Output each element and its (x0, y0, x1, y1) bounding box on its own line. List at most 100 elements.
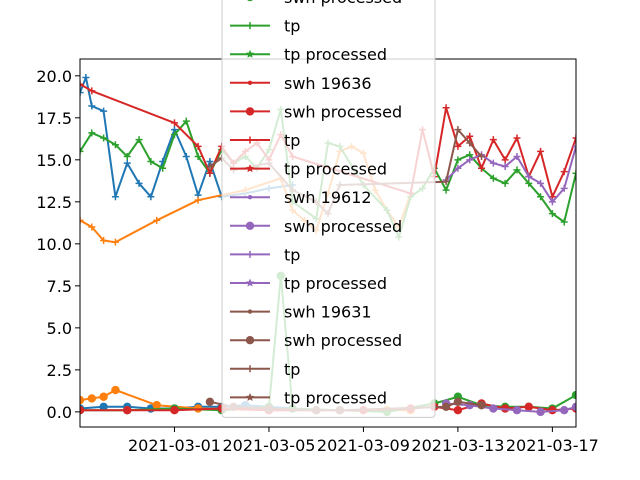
y-tick-label: 0.0 (47, 403, 72, 422)
legend-marker (247, 195, 253, 200)
data-point (80, 216, 84, 224)
data-point (170, 119, 178, 127)
data-point (80, 80, 84, 88)
data-point (99, 402, 108, 412)
legend-label: tp processed (284, 45, 387, 64)
y-tick-label: 10.0 (36, 235, 72, 254)
data-point (442, 178, 450, 186)
legend-marker (245, 221, 255, 230)
legend-entry: tp (230, 245, 300, 264)
x-tick-label: 2021-03-05 (222, 436, 315, 455)
legend-entry: tp (230, 360, 300, 379)
data-point (477, 400, 486, 410)
series-line (445, 146, 576, 203)
data-point (501, 179, 509, 187)
data-point (560, 218, 568, 226)
legend-label: swh 19636 (284, 74, 372, 93)
legend-marker (246, 365, 254, 373)
data-point (111, 238, 119, 246)
legend-entry: swh processed (230, 217, 402, 236)
data-point (100, 134, 108, 142)
data-point (454, 156, 462, 164)
data-point (537, 193, 545, 201)
legend-label: tp processed (284, 388, 387, 407)
data-point (206, 163, 214, 171)
x-tick-label: 2021-03-17 (506, 436, 599, 455)
data-point (572, 169, 576, 177)
legend-entry: swh 19612 (230, 188, 372, 207)
data-point (147, 158, 155, 166)
legend-label: swh processed (284, 217, 402, 236)
legend-box (221, 0, 436, 418)
data-point (135, 179, 143, 187)
x-tick-label: 2021-03-01 (128, 436, 221, 455)
data-point (194, 196, 202, 204)
data-point (82, 73, 90, 81)
data-point (182, 152, 190, 160)
data-point (560, 168, 568, 176)
legend-entry: swh processed (230, 331, 402, 350)
data-point (442, 186, 450, 194)
data-point (88, 87, 96, 95)
legend-entry: tp (230, 17, 300, 36)
data-point (513, 166, 521, 174)
data-point (454, 164, 462, 172)
data-point (536, 407, 545, 417)
data-point (454, 126, 462, 134)
data-point (513, 152, 521, 160)
data-point (182, 117, 190, 125)
data-point (466, 139, 474, 147)
data-point (466, 156, 474, 164)
data-point (152, 400, 161, 410)
y-tick-label: 5.0 (47, 319, 72, 338)
data-point (87, 394, 97, 403)
legend-label: swh processed (284, 331, 402, 350)
y-tick-label: 17.5 (36, 109, 72, 128)
legend-label: swh processed (284, 102, 402, 121)
x-tick-label: 2021-03-09 (317, 436, 410, 455)
data-point (524, 402, 533, 412)
data-point (478, 164, 486, 172)
legend-marker (245, 278, 255, 287)
data-point (489, 159, 497, 167)
data-point (537, 147, 545, 155)
data-point (205, 397, 215, 406)
legend-entry: tp processed (230, 45, 387, 64)
data-point (501, 156, 509, 164)
data-point (123, 159, 131, 167)
legend-label: tp processed (284, 160, 387, 179)
data-point (194, 152, 202, 160)
data-point (466, 132, 474, 140)
data-point (100, 236, 108, 244)
data-point (548, 198, 556, 206)
data-point (501, 163, 509, 171)
data-point (453, 397, 463, 406)
legend-marker (246, 250, 254, 258)
legend-marker (245, 164, 255, 173)
legend-entry: swh 19636 (230, 74, 372, 93)
legend-entry: tp processed (230, 274, 387, 293)
legend-label: swh processed (284, 0, 402, 7)
x-tick-label: 2021-03-13 (411, 436, 504, 455)
data-point (442, 104, 450, 112)
y-tick-label: 12.5 (36, 193, 72, 212)
data-point (512, 405, 522, 415)
legend-marker (245, 392, 255, 401)
legend-entry: swh processed (230, 102, 402, 121)
data-point (571, 402, 576, 412)
legend-marker (245, 336, 255, 345)
data-point (489, 404, 498, 413)
data-point (559, 405, 569, 415)
legend-label: tp (284, 360, 300, 379)
data-point (454, 142, 462, 150)
y-tick-label: 2.5 (47, 361, 72, 380)
data-point (453, 405, 463, 415)
data-point (111, 385, 120, 395)
data-point (170, 131, 178, 139)
data-point (80, 89, 84, 97)
data-point (99, 392, 108, 401)
legend-marker (245, 49, 255, 58)
data-point (80, 147, 84, 155)
legend-label: tp (284, 245, 300, 264)
legend-entry: swh 19631 (230, 303, 372, 322)
